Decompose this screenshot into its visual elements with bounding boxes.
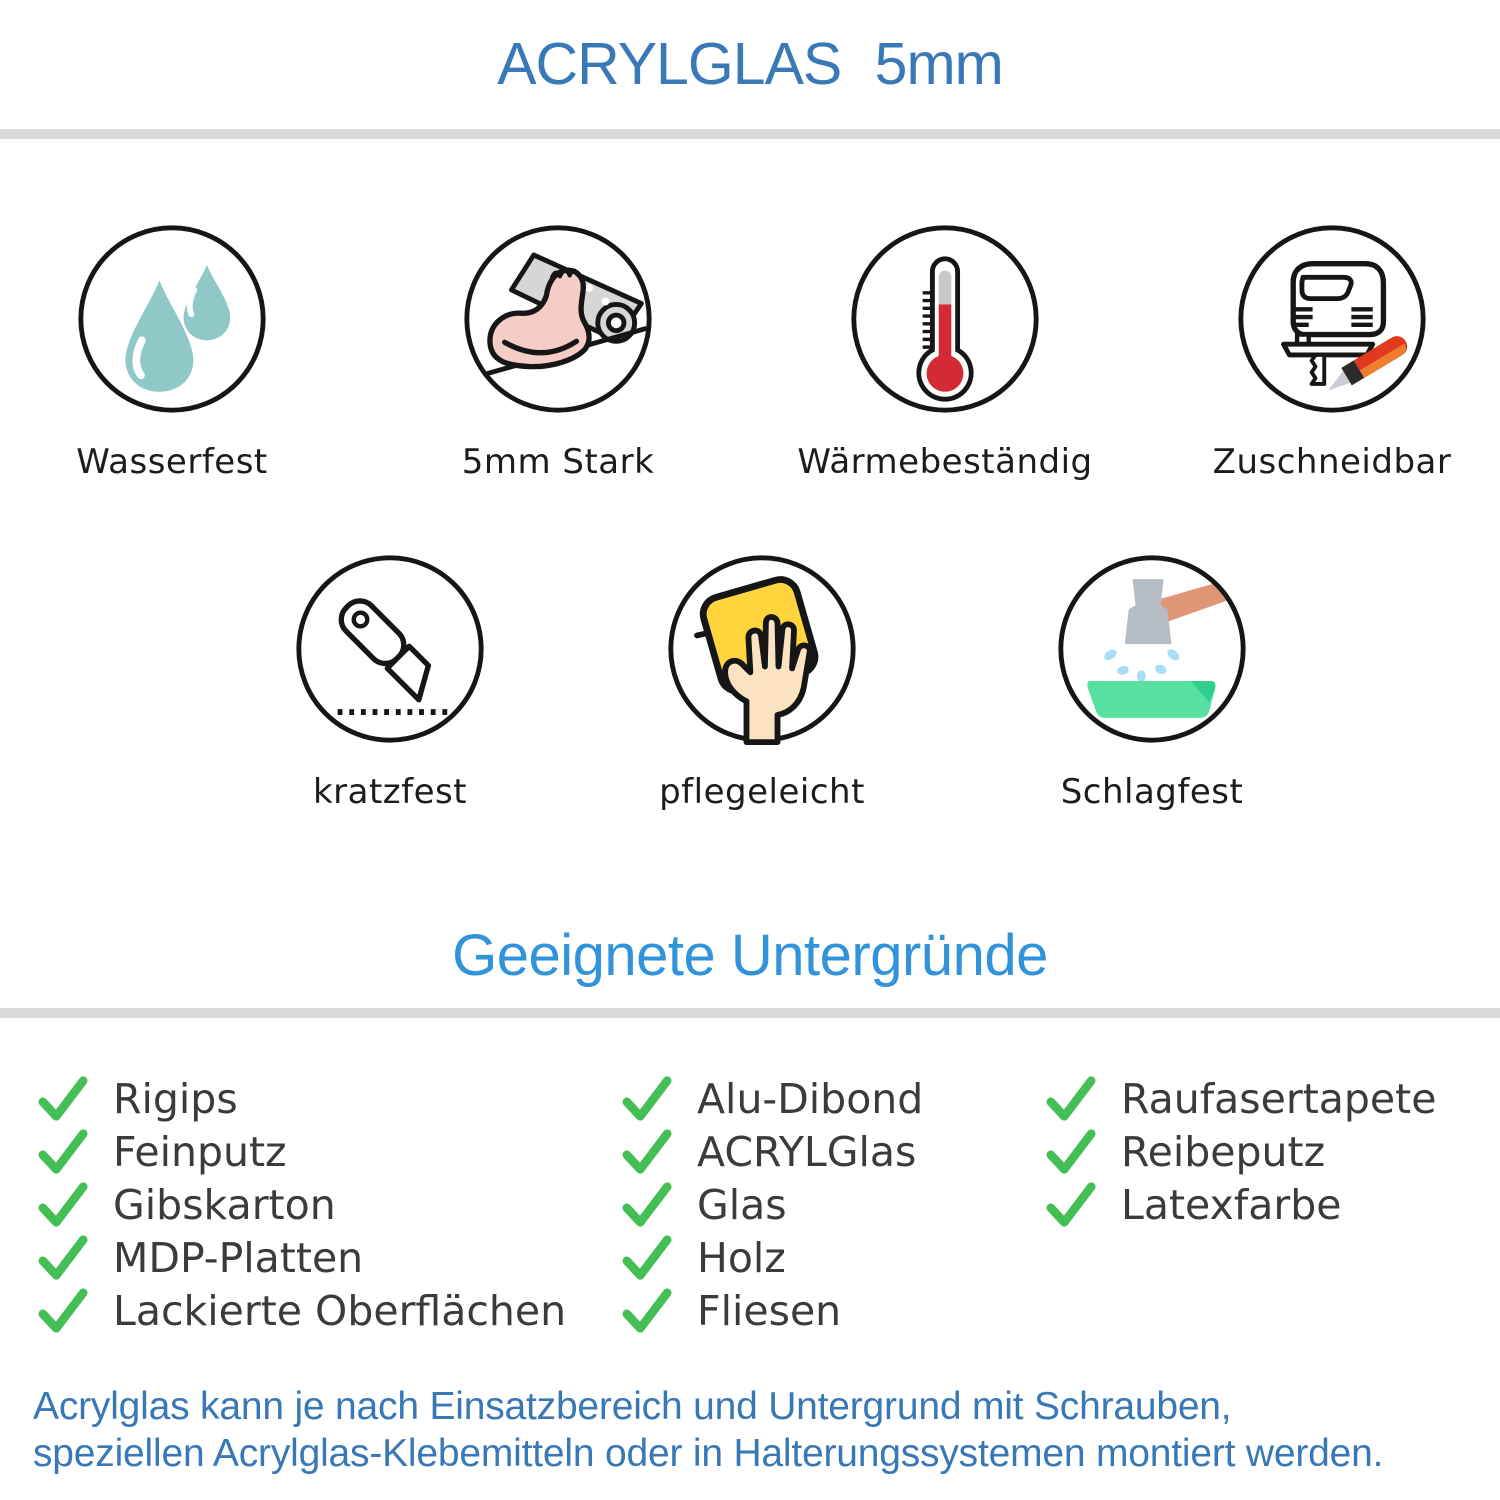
surface-column-3: Raufasertapete Reibeputz Latexfarbe — [1046, 1072, 1436, 1231]
feature-schlagfest: Schlagfest — [992, 552, 1312, 812]
section-title: Geeignete Untergründe — [452, 923, 1048, 988]
surface-item-label: MDP-Platten — [113, 1233, 364, 1282]
checkmark-icon — [622, 1127, 672, 1177]
list-item: Lackierte Oberflächen — [38, 1284, 566, 1337]
feature-kratzfest: kratzfest — [230, 552, 550, 812]
surface-item-label: Latexfarbe — [1121, 1180, 1342, 1229]
checkmark-icon — [38, 1233, 88, 1283]
feature-label: pflegeleicht — [659, 772, 865, 812]
feature-wasserfest: Wasserfest — [12, 222, 332, 482]
feature-5mm-stark: 5mm Stark — [398, 222, 718, 482]
flexed-arm-icon — [464, 225, 652, 413]
hammer-icon — [1058, 555, 1246, 743]
list-item: Holz — [622, 1231, 923, 1284]
checkmark-icon — [622, 1286, 672, 1336]
feature-waermebestaendig: Wärmebeständig — [785, 222, 1105, 482]
surface-item-label: Fliesen — [697, 1286, 842, 1335]
feature-pflegeleicht: pflegeleicht — [602, 552, 922, 812]
list-item: Raufasertapete — [1046, 1072, 1436, 1125]
cleaning-hand-icon — [668, 555, 856, 746]
surface-item-label: Gibskarton — [113, 1180, 336, 1229]
list-item: Feinputz — [38, 1125, 566, 1178]
list-item: Glas — [622, 1178, 923, 1231]
surface-item-label: Feinputz — [113, 1127, 287, 1176]
surface-item-label: Alu-Dibond — [697, 1074, 924, 1123]
checkmark-icon — [1046, 1074, 1096, 1124]
utility-knife-icon — [296, 555, 484, 743]
feature-label: Wärmebeständig — [797, 442, 1093, 482]
surface-column-1: Rigips Feinputz Gibskarton MDP-Platten L… — [38, 1072, 566, 1337]
surface-item-label: Glas — [697, 1180, 787, 1229]
surface-item-label: Lackierte Oberflächen — [113, 1286, 567, 1335]
feature-label: kratzfest — [312, 772, 468, 812]
surface-column-2: Alu-Dibond ACRYLGlas Glas Holz Fliesen — [622, 1072, 923, 1337]
checkmark-icon — [38, 1286, 88, 1336]
checkmark-icon — [1046, 1180, 1096, 1230]
divider-bar-section — [0, 1008, 1500, 1018]
list-item: Rigips — [38, 1072, 566, 1125]
footer-note: Acrylglas kann je nach Einsatzbereich un… — [33, 1383, 1383, 1477]
checkmark-icon — [38, 1074, 88, 1124]
surface-item-label: Raufasertapete — [1121, 1074, 1437, 1123]
surface-item-label: Holz — [697, 1233, 786, 1282]
checkmark-icon — [622, 1233, 672, 1283]
checkmark-icon — [1046, 1127, 1096, 1177]
list-item: Reibeputz — [1046, 1125, 1436, 1178]
divider-bar-top — [0, 129, 1500, 139]
feature-label: Wasserfest — [76, 442, 268, 482]
list-item: ACRYLGlas — [622, 1125, 923, 1178]
thermometer-icon — [851, 225, 1039, 413]
checkmark-icon — [38, 1127, 88, 1177]
jigsaw-icon — [1238, 225, 1426, 413]
list-item: Gibskarton — [38, 1178, 566, 1231]
feature-zuschneidbar: Zuschneidbar — [1172, 222, 1492, 482]
feature-label: 5mm Stark — [461, 442, 655, 482]
feature-label: Zuschneidbar — [1212, 442, 1452, 482]
page-title: ACRYLGLAS 5mm — [497, 31, 1004, 97]
list-item: MDP-Platten — [38, 1231, 566, 1284]
footer-line-2: speziellen Acrylglas-Klebemitteln oder i… — [33, 1432, 1384, 1475]
list-item: Fliesen — [622, 1284, 923, 1337]
checkmark-icon — [622, 1180, 672, 1230]
list-item: Alu-Dibond — [622, 1072, 923, 1125]
surface-item-label: Rigips — [113, 1074, 238, 1123]
feature-label: Schlagfest — [1060, 772, 1244, 812]
checkmark-icon — [622, 1074, 672, 1124]
list-item: Latexfarbe — [1046, 1178, 1436, 1231]
checkmark-icon — [38, 1180, 88, 1230]
surface-item-label: Reibeputz — [1121, 1127, 1326, 1176]
water-drops-icon — [78, 225, 266, 413]
footer-line-1: Acrylglas kann je nach Einsatzbereich un… — [33, 1385, 1232, 1428]
surface-item-label: ACRYLGlas — [697, 1127, 917, 1176]
